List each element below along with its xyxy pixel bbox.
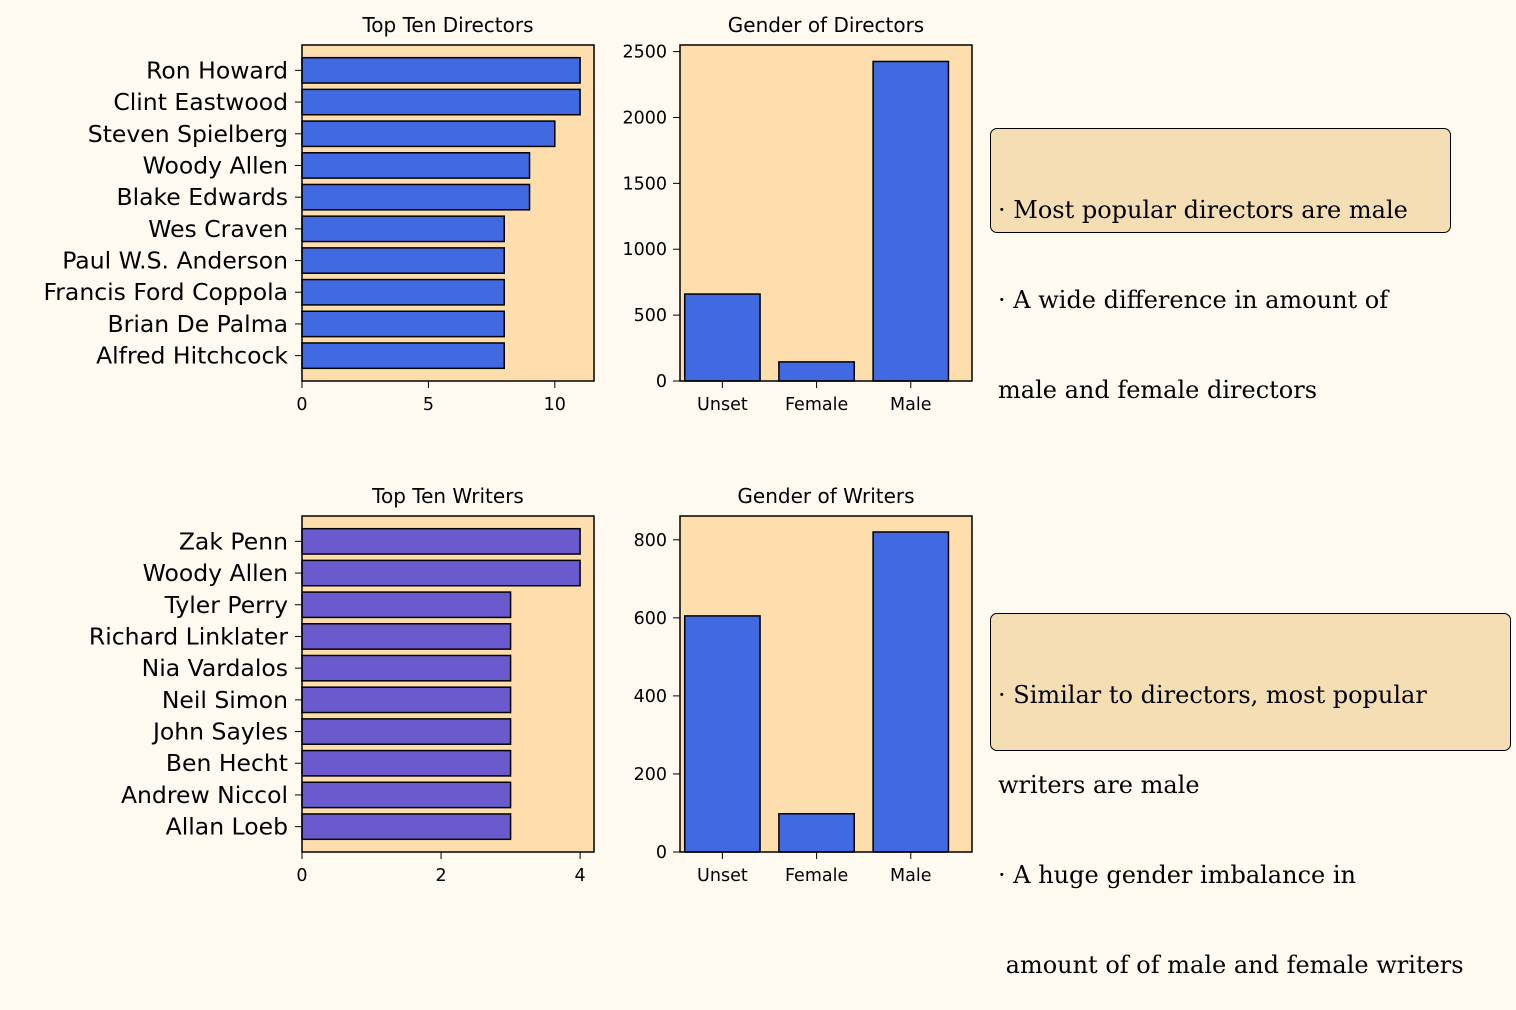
plot-frame	[679, 515, 973, 853]
category-label: Zak Penn	[179, 527, 288, 555]
y-tick-label: 400	[634, 687, 667, 707]
writer-gender-chart: Gender of Writers Unset Female Male 0 200 400 6…	[634, 484, 973, 886]
bar	[301, 120, 556, 148]
chart-title: Top Ten Directors	[361, 13, 533, 37]
y-tick-label: 1000	[622, 240, 667, 260]
bar	[683, 615, 761, 853]
note-line: · Most popular directors are male	[998, 196, 1408, 224]
note-line: male and female directors	[998, 376, 1318, 404]
category-label: Female	[785, 866, 848, 886]
note-line: · Similar to directors, most popular	[998, 681, 1427, 709]
bar	[301, 183, 531, 211]
category-label: Richard Linklater	[89, 622, 288, 650]
plot-frame	[679, 44, 973, 382]
y-tick-label: 1500	[622, 174, 667, 194]
x-tick-label: 5	[423, 395, 434, 415]
chart-title: Gender of Writers	[737, 484, 914, 508]
x-tick-label: 10	[544, 395, 566, 415]
bar	[301, 215, 506, 243]
bar	[301, 686, 512, 714]
bar	[301, 152, 531, 179]
y-tick-label: 0	[656, 372, 667, 392]
category-label: Ben Hecht	[166, 749, 288, 777]
bar	[301, 88, 581, 116]
x-tick-label: 0	[296, 866, 307, 886]
bar	[301, 527, 581, 555]
directors-note: · Most popular directors are male · A wi…	[990, 128, 1451, 404]
figure: Top Ten Directors Ron Howard Clint Eastwoo…	[43, 13, 973, 886]
y-tick-label: 0	[656, 843, 667, 863]
chart-title: Gender of Directors	[728, 13, 924, 37]
bar	[872, 60, 950, 382]
y-tick-label: 600	[634, 609, 667, 629]
note-line: amount of of male and female writers	[998, 951, 1464, 979]
category-label: Ron Howard	[146, 56, 288, 84]
note-line: · A huge gender imbalance in	[998, 861, 1356, 889]
category-label: Neil Simon	[162, 686, 288, 714]
bar	[301, 781, 512, 809]
y-tick-label: 500	[634, 306, 667, 326]
bar	[301, 749, 512, 777]
note-line: · A wide difference in amount of	[998, 286, 1389, 314]
category-label: Francis Ford Coppola	[43, 278, 288, 306]
director-gender-chart: Gender of Directors Unset Female Male 0 500 10…	[622, 13, 973, 415]
bar	[301, 342, 506, 370]
category-label: Woody Allen	[143, 559, 288, 587]
y-tick-label: 2500	[622, 43, 667, 63]
category-label: Andrew Niccol	[121, 781, 288, 809]
category-label: Allan Loeb	[166, 813, 288, 841]
bar	[301, 718, 512, 745]
category-label: Steven Spielberg	[88, 120, 288, 148]
x-tick-label: 4	[575, 866, 586, 886]
category-label: Clint Eastwood	[113, 88, 288, 116]
top-directors-chart: Top Ten Directors Ron Howard Clint Eastwoo…	[43, 13, 595, 415]
category-label: Woody Allen	[143, 151, 288, 179]
plot-frame	[301, 515, 595, 853]
category-label: Male	[890, 866, 931, 886]
y-tick-label: 2000	[622, 108, 667, 128]
plot-frame	[301, 44, 595, 382]
bar	[778, 813, 856, 853]
top-writers-chart: Top Ten Writers Zak Penn Woody Allen Tyler …	[89, 484, 595, 886]
category-label: Female	[785, 395, 848, 415]
y-tick-label: 800	[634, 531, 667, 551]
bar	[301, 247, 506, 274]
category-label: Male	[890, 395, 931, 415]
category-label: Wes Craven	[148, 215, 288, 243]
bar	[301, 813, 512, 841]
bar	[683, 293, 761, 382]
category-label: John Sayles	[151, 718, 288, 746]
bar	[301, 654, 512, 682]
y-tick-label: 200	[634, 765, 667, 785]
bar	[301, 310, 506, 338]
writers-note: · Similar to directors, most popular wri…	[990, 613, 1511, 979]
bar	[301, 559, 581, 587]
bar	[301, 56, 581, 84]
category-label: Nia Vardalos	[142, 654, 288, 682]
category-label: Paul W.S. Anderson	[62, 247, 288, 275]
bar	[301, 278, 506, 306]
bar	[301, 623, 512, 650]
category-label: Unset	[697, 395, 748, 415]
bar	[301, 591, 512, 619]
bar	[872, 531, 950, 853]
category-label: Alfred Hitchcock	[96, 342, 288, 370]
category-label: Brian De Palma	[108, 310, 288, 338]
category-label: Blake Edwards	[116, 183, 288, 211]
x-tick-label: 2	[435, 866, 446, 886]
note-line: writers are male	[998, 771, 1200, 799]
chart-title: Top Ten Writers	[371, 484, 524, 508]
category-label: Unset	[697, 866, 748, 886]
x-tick-label: 0	[296, 395, 307, 415]
category-label: Tyler Perry	[164, 591, 288, 619]
bar	[778, 361, 856, 382]
